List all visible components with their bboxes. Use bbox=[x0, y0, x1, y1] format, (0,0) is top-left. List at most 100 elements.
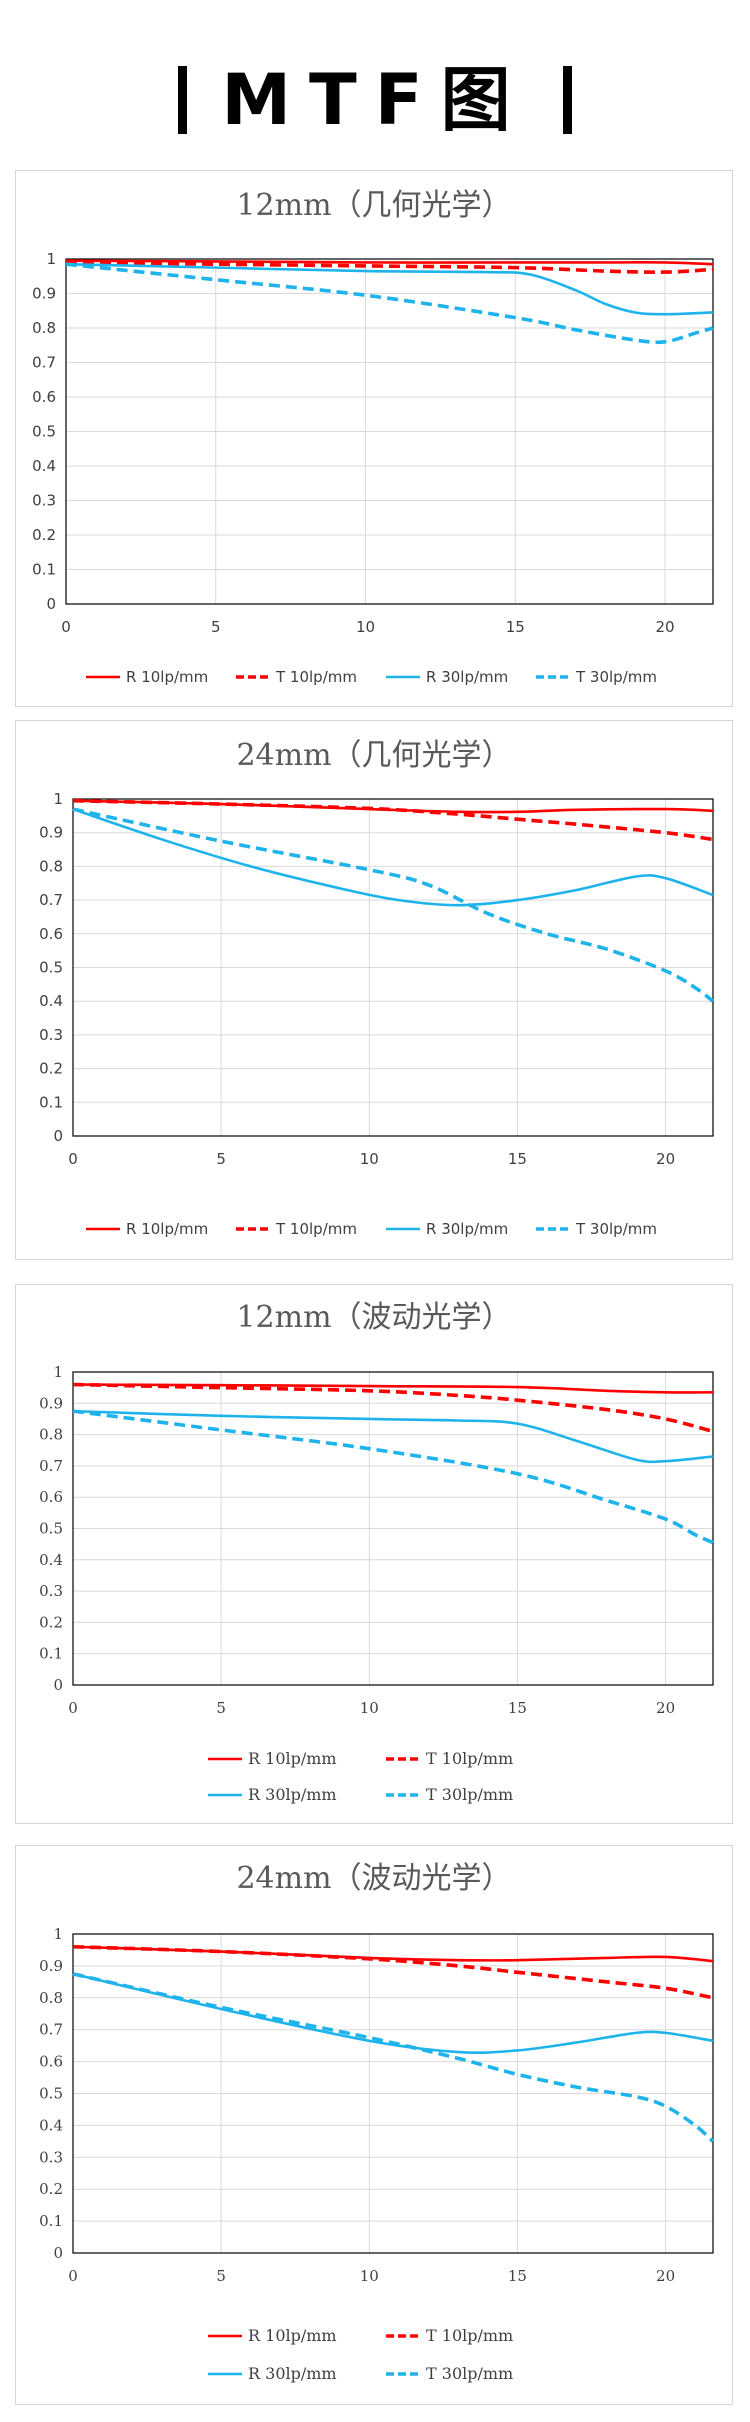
x-tick-label: 20 bbox=[656, 1150, 675, 1168]
legend-label: T 30lp/mm bbox=[575, 1220, 657, 1238]
y-tick-label: 0.7 bbox=[39, 891, 63, 909]
y-tick-label: 0.3 bbox=[39, 1026, 63, 1044]
chart-svg: 24mm（几何光学）00.10.20.30.40.50.60.70.80.910… bbox=[39, 738, 715, 1238]
series-line bbox=[72, 1409, 714, 1464]
y-tick-label: 0.3 bbox=[39, 2148, 63, 2166]
series-line bbox=[72, 798, 714, 842]
x-tick-label: 0 bbox=[68, 1150, 78, 1168]
series-line bbox=[72, 1972, 714, 2054]
y-tick-label: 0.2 bbox=[32, 526, 56, 544]
legend-label: R 10lp/mm bbox=[126, 668, 208, 686]
chart-title: 12mm（几何光学） bbox=[236, 188, 511, 223]
mtf-chart-12mm-geometric: 12mm（几何光学） 0 0.1 0.2 0.3 0.4 0.5 0.6 0.7 0.8 0.9 1 0… bbox=[15, 170, 733, 707]
y-tick-label: 0.1 bbox=[39, 2212, 63, 2230]
y-tick-label: 0.8 bbox=[32, 319, 56, 337]
x-tick-label: 5 bbox=[211, 618, 221, 636]
series-line bbox=[72, 1409, 714, 1545]
series-line bbox=[72, 807, 714, 907]
legend-label: T 30lp/mm bbox=[426, 2364, 513, 2383]
y-tick-label: 0.7 bbox=[39, 2021, 63, 2039]
y-tick-label: 0.9 bbox=[39, 1394, 63, 1412]
y-tick-label: 0.2 bbox=[39, 1060, 63, 1078]
legend-label: R 30lp/mm bbox=[426, 668, 508, 686]
chart-svg: 12mm（波动光学）00.10.20.30.40.50.60.70.80.910… bbox=[39, 1300, 714, 1804]
x-tick-label: 0 bbox=[68, 2267, 78, 2285]
mtf-chart-24mm-geometric: 24mm（几何光学） 0 0.1 0.2 0.3 0.4 0.5 0.6 0.7 0.8 0.9 1 0… bbox=[15, 720, 733, 1260]
series-line bbox=[72, 807, 715, 1003]
legend-label: T 10lp/mm bbox=[426, 1749, 513, 1768]
title-left-bar bbox=[178, 66, 188, 134]
y-tick-label: 1 bbox=[53, 1363, 63, 1381]
series-line bbox=[72, 1972, 715, 2143]
x-tick-label: 10 bbox=[360, 1150, 379, 1168]
x-tick-label: 5 bbox=[216, 2267, 226, 2285]
plot-area-frame bbox=[65, 258, 714, 605]
x-tick-label: 0 bbox=[68, 1699, 78, 1717]
x-tick-label: 15 bbox=[508, 2267, 527, 2285]
y-tick-label: 0.8 bbox=[39, 1989, 63, 2007]
y-tick-label: 0.2 bbox=[39, 2180, 63, 2198]
y-tick-label: 0 bbox=[53, 1127, 63, 1145]
y-tick-label: 0.1 bbox=[32, 561, 56, 579]
y-tick-label: 0.3 bbox=[39, 1582, 63, 1600]
y-tick-label: 0 bbox=[53, 2244, 63, 2262]
chart-svg: 24mm（波动光学）00.10.20.30.40.50.60.70.80.910… bbox=[39, 1861, 715, 2383]
y-tick-label: 0.8 bbox=[39, 1426, 63, 1444]
x-tick-label: 5 bbox=[216, 1699, 226, 1717]
y-tick-label: 1 bbox=[53, 1925, 63, 1943]
x-tick-label: 20 bbox=[656, 1699, 675, 1717]
series-line bbox=[72, 1383, 714, 1394]
plot-area-frame bbox=[72, 1933, 714, 2254]
y-tick-label: 0.5 bbox=[39, 1520, 63, 1538]
x-tick-label: 0 bbox=[61, 618, 71, 636]
legend-label: T 30lp/mm bbox=[426, 1785, 513, 1804]
series-line bbox=[65, 260, 714, 274]
x-tick-label: 10 bbox=[356, 618, 375, 636]
y-tick-label: 0.4 bbox=[39, 2116, 63, 2134]
y-tick-label: 0.4 bbox=[32, 457, 56, 475]
y-tick-label: 0.4 bbox=[39, 1551, 63, 1569]
chart-title: 24mm（波动光学） bbox=[236, 1861, 511, 1896]
legend-label: T 10lp/mm bbox=[275, 668, 357, 686]
legend-label: R 10lp/mm bbox=[248, 1749, 337, 1768]
plot-area-frame bbox=[72, 1371, 714, 1686]
series-line bbox=[65, 259, 714, 266]
y-tick-label: 0.5 bbox=[39, 2085, 63, 2103]
page-title: MTF图 bbox=[221, 59, 529, 141]
x-tick-label: 15 bbox=[508, 1150, 527, 1168]
series-line bbox=[65, 262, 714, 316]
y-tick-label: 0.5 bbox=[32, 423, 56, 441]
y-tick-label: 0.3 bbox=[32, 492, 56, 510]
x-tick-label: 5 bbox=[216, 1150, 226, 1168]
legend-label: R 10lp/mm bbox=[248, 2326, 337, 2345]
x-tick-label: 10 bbox=[360, 2267, 379, 2285]
y-tick-label: 0.5 bbox=[39, 959, 63, 977]
y-tick-label: 0.9 bbox=[39, 824, 63, 842]
x-tick-label: 15 bbox=[508, 1699, 527, 1717]
y-tick-label: 0.6 bbox=[39, 925, 63, 943]
legend-label: T 10lp/mm bbox=[426, 2326, 513, 2345]
x-tick-label: 20 bbox=[656, 2267, 675, 2285]
y-tick-label: 0.1 bbox=[39, 1645, 63, 1663]
series-line bbox=[72, 1944, 714, 2000]
chart-title: 12mm（波动光学） bbox=[236, 1300, 511, 1335]
series-line bbox=[72, 799, 714, 814]
y-tick-label: 0.7 bbox=[32, 354, 56, 372]
y-tick-label: 0.9 bbox=[32, 285, 56, 303]
y-tick-label: 0.6 bbox=[39, 2053, 63, 2071]
page-header: MTF图 bbox=[0, 55, 750, 145]
y-tick-label: 0.6 bbox=[32, 388, 56, 406]
legend-label: R 30lp/mm bbox=[426, 1220, 508, 1238]
y-tick-label: 0.9 bbox=[39, 1957, 63, 1975]
y-tick-label: 0.4 bbox=[39, 992, 63, 1010]
title-right-bar bbox=[562, 66, 572, 134]
legend-label: T 10lp/mm bbox=[275, 1220, 357, 1238]
y-tick-label: 1 bbox=[46, 250, 56, 268]
mtf-chart-24mm-wave: 24mm（波动光学） 0 0.1 0.2 0.3 0.4 0.5 0.6 0.7 0.8 0.9 1 0… bbox=[15, 1845, 733, 2405]
x-tick-label: 20 bbox=[656, 618, 675, 636]
mtf-chart-12mm-wave: 12mm（波动光学） 0 0.1 0.2 0.3 0.4 0.5 0.6 0.7 0.8 0.9 1 0… bbox=[15, 1284, 733, 1824]
y-tick-label: 0 bbox=[53, 1676, 63, 1694]
legend-label: R 30lp/mm bbox=[248, 1785, 337, 1804]
y-tick-label: 1 bbox=[53, 790, 63, 808]
chart-svg: 12mm（几何光学） 0 0.1 0.2 0.3 0.4 0.5 0.6 0.7 0.8 0.9 10… bbox=[32, 188, 714, 686]
